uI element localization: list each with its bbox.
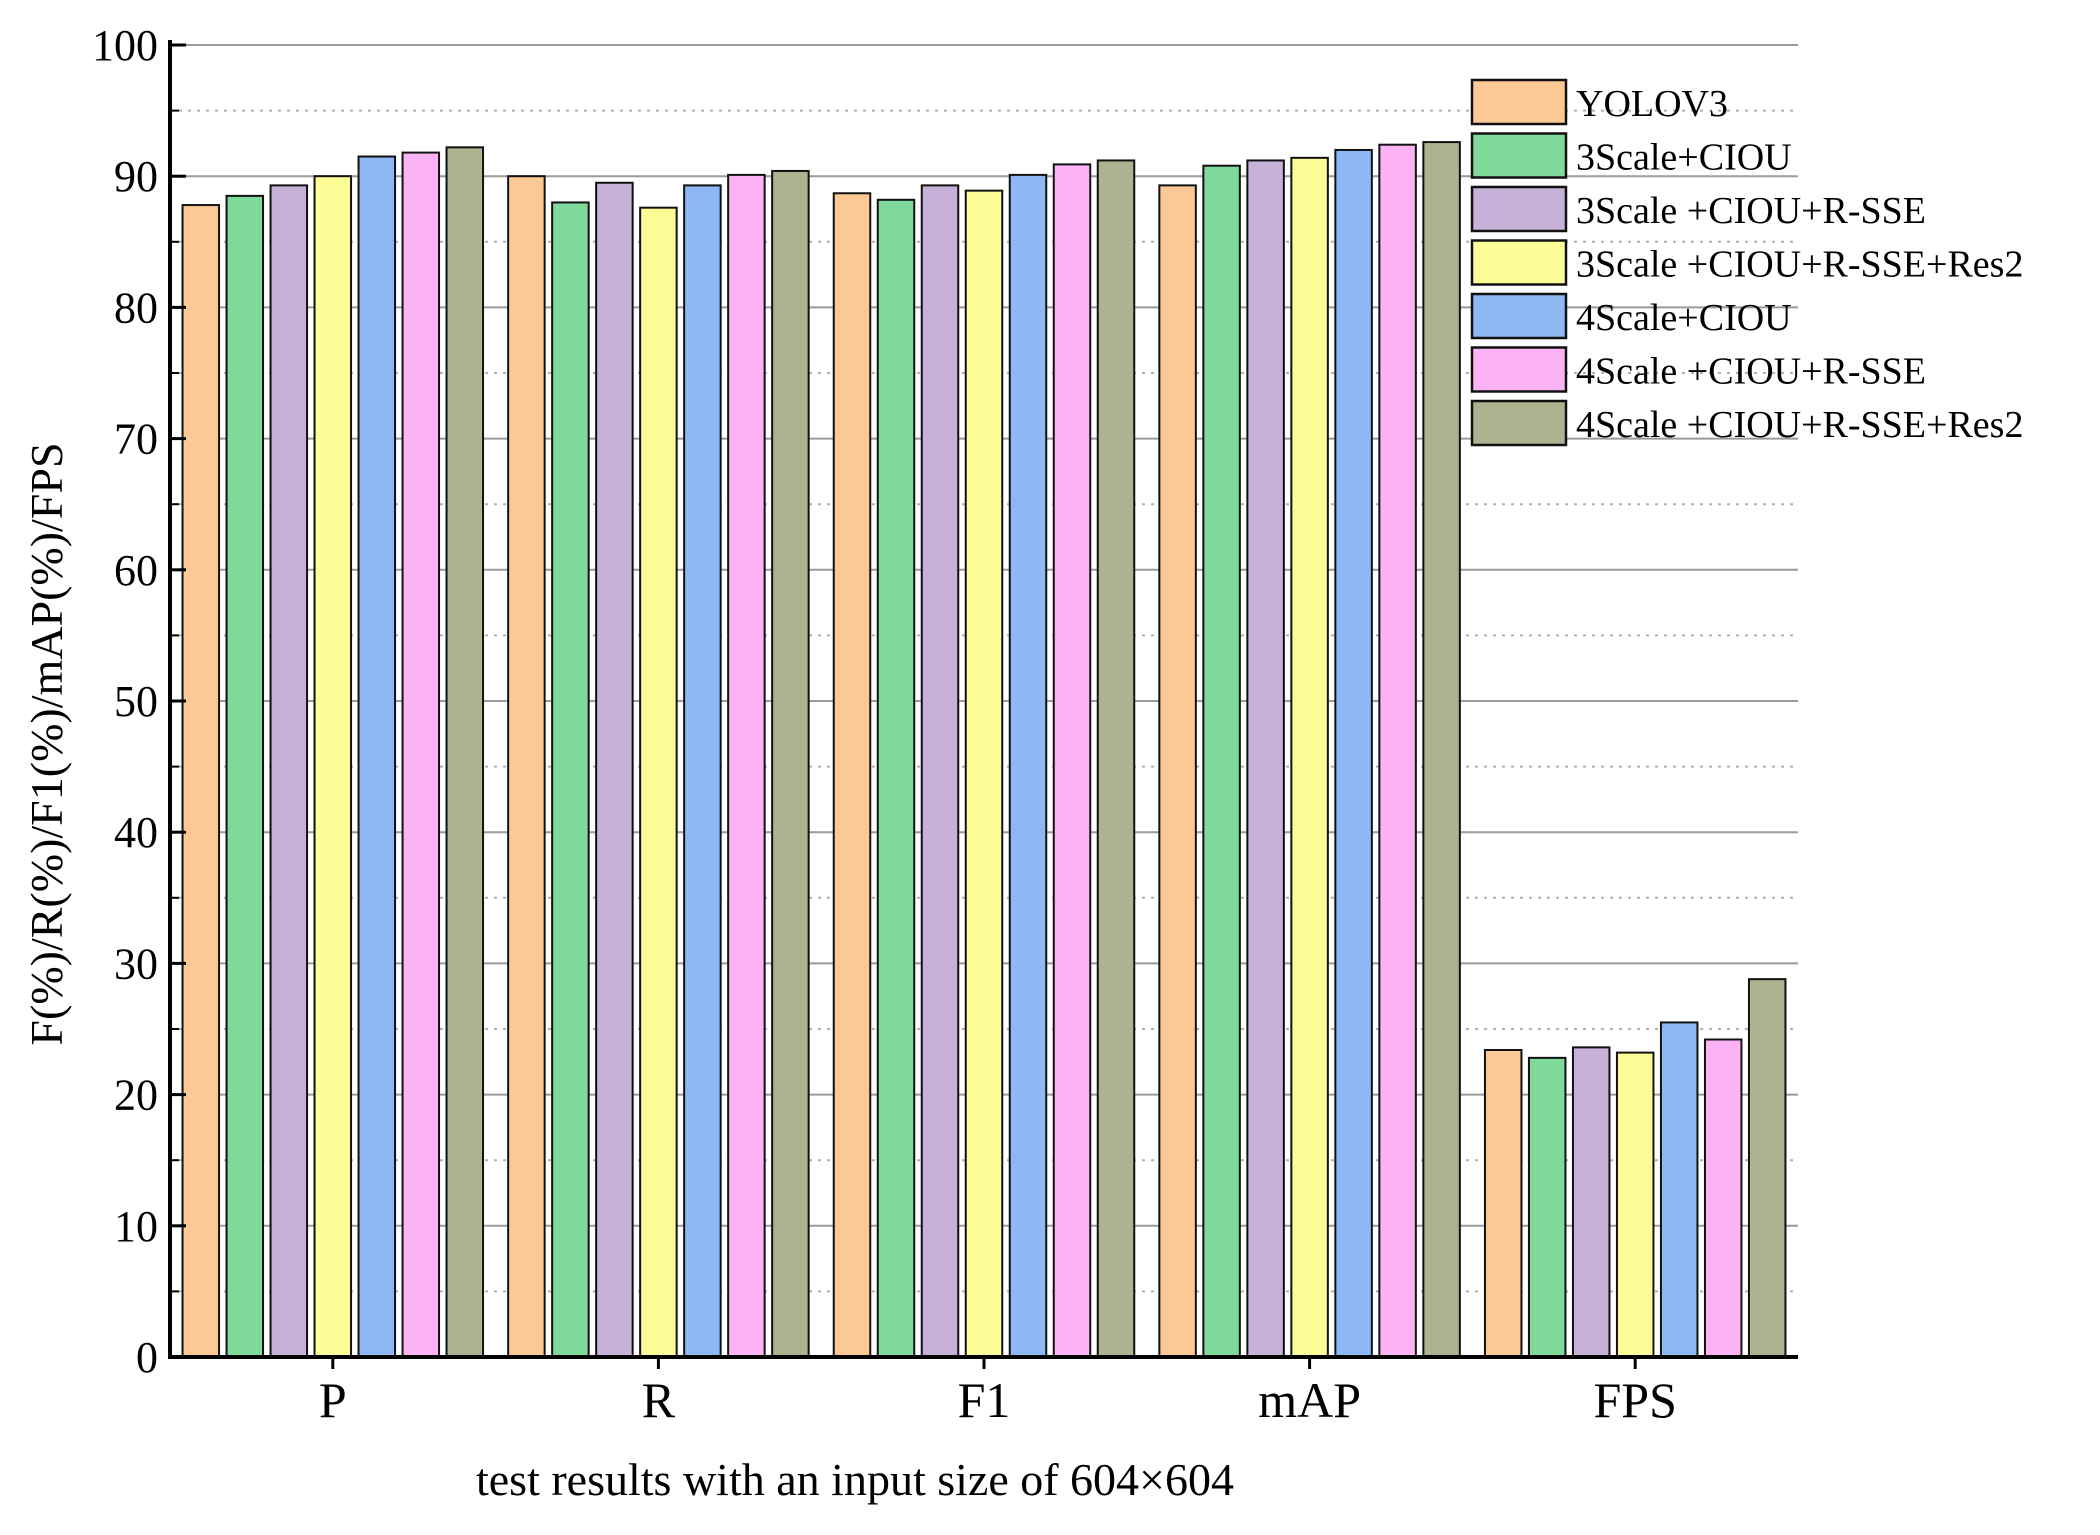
- legend-label: 4Scale+CIOU: [1576, 297, 1792, 339]
- bar: [1571, 1046, 1611, 1359]
- bar: [595, 181, 634, 1358]
- bar: [1334, 148, 1373, 1359]
- y-tick-label: 20: [114, 1071, 158, 1120]
- legend-swatch: [1470, 399, 1568, 447]
- bar: [771, 169, 810, 1358]
- bar: [551, 201, 590, 1359]
- bar: [832, 192, 872, 1359]
- bar: [1008, 173, 1048, 1359]
- x-tick-label: F1: [958, 1372, 1011, 1428]
- bar: [181, 204, 221, 1359]
- bar: [964, 189, 1004, 1359]
- y-tick-label: 80: [114, 283, 158, 332]
- bar: [683, 184, 722, 1358]
- y-tick-label: 0: [136, 1333, 158, 1382]
- tick-labels: P R F1 mAP FPS 0 10 20 30 40 50 60 70 80 90 100: [92, 21, 1677, 1428]
- bar: [1158, 184, 1197, 1358]
- bar: [1483, 1048, 1523, 1358]
- y-tick-label: 70: [114, 415, 158, 464]
- legend-swatch: [1470, 132, 1568, 179]
- y-tick-label: 60: [114, 546, 158, 595]
- axes: [168, 40, 1798, 1369]
- y-tick-label: 30: [114, 939, 158, 988]
- bar: [1096, 159, 1136, 1358]
- y-tick-label: 10: [114, 1202, 158, 1251]
- bar: [445, 146, 485, 1358]
- bar: [1659, 1021, 1699, 1358]
- x-tick-label: FPS: [1593, 1372, 1676, 1428]
- x-axis-title: test results with an input size of 604×6…: [476, 1454, 1234, 1505]
- bar: [1615, 1051, 1655, 1358]
- bar: [269, 184, 309, 1358]
- legend: YOLOV3 3Scale+CIOU 3Scale +CIOU+R-SSE 3Scal…: [1470, 78, 2023, 447]
- y-tick-label: 50: [114, 677, 158, 726]
- bar: [507, 175, 546, 1359]
- legend-label: 3Scale +CIOU+R-SSE: [1576, 190, 1926, 232]
- bar: [1202, 164, 1241, 1359]
- x-tick-label: mAP: [1258, 1372, 1361, 1428]
- bar: [1527, 1056, 1567, 1358]
- y-axis-title: F(%)/R(%)/F1(%)/mAP(%)/FPS: [21, 442, 72, 1045]
- bars: [181, 141, 1787, 1359]
- bar: [401, 151, 441, 1359]
- legend-swatch: [1470, 292, 1568, 340]
- bar: [1747, 978, 1787, 1358]
- legend-label: YOLOV3: [1576, 83, 1728, 125]
- bar: [727, 173, 766, 1359]
- legend-label: 3Scale +CIOU+R-SSE+Res2: [1576, 244, 2023, 286]
- x-tick-label: R: [642, 1372, 676, 1428]
- y-tick-label: 90: [114, 152, 158, 201]
- bar: [1052, 163, 1092, 1359]
- bar: [920, 184, 960, 1358]
- bar: [876, 198, 916, 1358]
- legend-label: 4Scale +CIOU+R-SSE: [1576, 351, 1926, 393]
- legend-label: 3Scale+CIOU: [1576, 137, 1792, 179]
- legend-swatch: [1470, 346, 1568, 393]
- legend-swatch: [1470, 239, 1568, 286]
- bar: [639, 206, 678, 1359]
- bar: [313, 175, 353, 1359]
- legend-swatch: [1470, 78, 1568, 126]
- bar: [1378, 143, 1417, 1358]
- y-tick-label: 40: [114, 808, 158, 857]
- bar: [357, 155, 397, 1358]
- legend-label: 4Scale +CIOU+R-SSE+Res2: [1576, 404, 2023, 446]
- bar: [1246, 159, 1285, 1358]
- bar: [1290, 156, 1329, 1358]
- legend-swatch: [1470, 185, 1568, 233]
- bar: [225, 194, 265, 1358]
- bar: [1703, 1038, 1743, 1358]
- y-tick-label: 100: [92, 21, 158, 70]
- bar: [1422, 141, 1461, 1358]
- x-tick-label: P: [319, 1372, 347, 1428]
